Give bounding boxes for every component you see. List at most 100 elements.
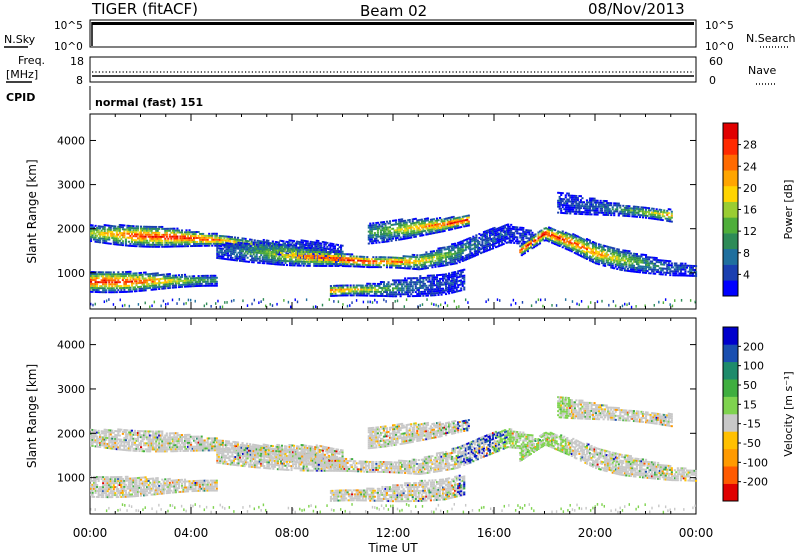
power-data-cell — [473, 244, 476, 247]
power-data-cell — [269, 246, 272, 249]
power-data-cell — [357, 292, 360, 295]
power-data-cell — [311, 245, 314, 248]
power-data-cell — [141, 243, 144, 246]
power-data-cell — [390, 262, 393, 265]
power-data-cell — [152, 274, 155, 277]
power-data-cell — [228, 258, 231, 261]
power-data-cell — [115, 237, 118, 240]
power-data-cell — [227, 237, 230, 240]
power-data-cell — [121, 273, 124, 276]
power-data-cell — [273, 259, 276, 262]
power-data-cell — [325, 257, 328, 259]
power-data-cell — [334, 292, 337, 295]
power-data-cell — [215, 234, 218, 237]
power-data-cell — [376, 288, 379, 291]
power-data-cell — [108, 275, 111, 278]
power-data-cell — [173, 229, 176, 232]
power-data-cell — [263, 244, 266, 247]
power-data-cell — [226, 250, 229, 253]
power-data-cell — [120, 273, 123, 276]
power-data-cell — [295, 252, 298, 255]
power-data-cell — [364, 288, 367, 291]
power-data-cell — [97, 277, 100, 280]
power-data-cell — [388, 289, 392, 292]
power-data-cell — [276, 257, 279, 260]
power-data-cell — [428, 276, 431, 279]
power-data-cell — [388, 262, 392, 265]
power-data-cell — [97, 237, 100, 240]
power-data-cell — [180, 283, 184, 286]
power-data-cell — [334, 259, 337, 262]
power-data-cell — [446, 263, 449, 266]
power-data-cell — [240, 242, 243, 245]
power-data-cell — [352, 261, 355, 264]
power-data-cell — [691, 266, 695, 269]
power-data-cell — [222, 253, 225, 256]
power-data-cell — [369, 266, 372, 269]
power-data-cell — [171, 241, 174, 244]
power-data-cell — [425, 265, 428, 268]
power-data-cell — [158, 227, 161, 230]
power-data-cell — [341, 294, 345, 297]
power-data-cell — [174, 233, 177, 236]
power-data-cell — [100, 275, 103, 278]
power-data-cell — [135, 225, 138, 228]
power-data-cell — [108, 238, 111, 241]
power-data-cell — [526, 243, 529, 246]
power-data-cell — [185, 275, 188, 278]
power-data-cell — [355, 265, 358, 268]
power-data-cell — [242, 244, 245, 247]
power-data-cell — [628, 250, 631, 253]
power-data-cell — [174, 286, 177, 289]
power-data-cell — [297, 242, 300, 245]
power-data-cell — [273, 247, 276, 250]
power-data-cell — [522, 236, 525, 239]
power-data-cell — [158, 237, 161, 240]
power-data-cell — [354, 292, 357, 295]
power-data-cell — [460, 287, 463, 290]
power-data-cell — [346, 286, 349, 289]
power-data-cell — [316, 260, 319, 263]
power-data-cell — [336, 243, 340, 246]
power-data-cell — [343, 259, 346, 262]
power-data-cell — [329, 246, 332, 249]
power-data-cell — [150, 225, 153, 228]
power-data-cell — [265, 239, 268, 242]
power-data-cell — [452, 252, 455, 255]
power-data-cell — [257, 245, 260, 248]
power-data-cell — [147, 233, 150, 236]
power-data-cell — [338, 284, 342, 287]
power-data-cell — [399, 230, 402, 233]
power-data-cell — [234, 247, 237, 250]
power-data-cell — [308, 264, 311, 267]
power-data-cell — [162, 287, 165, 290]
power-data-cell — [170, 280, 173, 283]
power-data-cell — [138, 274, 141, 276]
power-data-cell — [613, 247, 616, 250]
power-data-cell — [211, 244, 214, 247]
power-data-cell — [106, 224, 109, 227]
power-data-cell — [176, 227, 179, 230]
power-data-cell — [183, 241, 187, 244]
power-data-cell — [432, 264, 436, 267]
power-data-cell — [152, 276, 155, 279]
power-data-cell — [300, 241, 303, 244]
power-data-cell — [221, 241, 224, 244]
freq-tick-top: 18 — [70, 55, 84, 68]
power-data-cell — [206, 240, 209, 243]
power-data-cell — [405, 223, 408, 226]
power-data-cell — [206, 234, 209, 237]
power-data-cell — [133, 235, 137, 238]
power-data-cell — [375, 258, 378, 261]
power-data-cell — [266, 256, 269, 259]
power-data-cell — [203, 234, 206, 237]
power-data-cell — [266, 252, 269, 255]
power-data-cell — [180, 231, 184, 234]
power-data-cell — [177, 280, 180, 283]
power-data-cell — [284, 262, 287, 264]
power-data-cell — [114, 273, 117, 276]
power-data-cell — [281, 259, 284, 262]
power-data-cell — [214, 274, 217, 277]
power-data-cell — [124, 228, 127, 231]
power-data-cell — [150, 229, 153, 232]
